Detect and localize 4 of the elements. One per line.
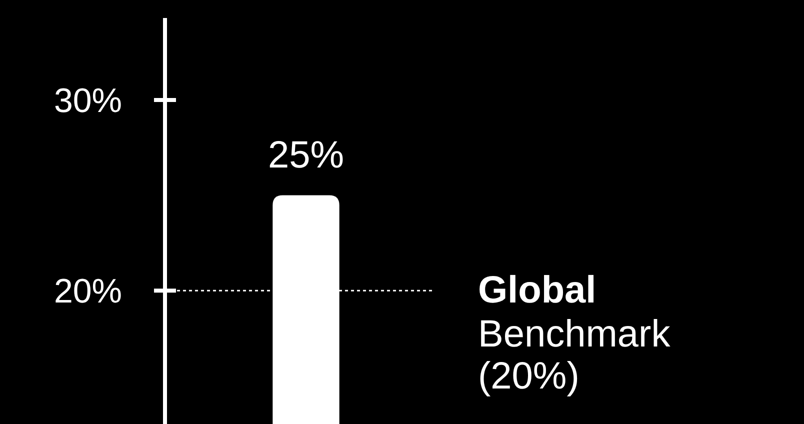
data-label: 25% xyxy=(268,134,344,176)
y-tick-label: 30% xyxy=(54,82,122,120)
y-tick-label: 20% xyxy=(54,272,122,311)
ref-line-label: Global Benchmark (20%) xyxy=(478,270,672,398)
